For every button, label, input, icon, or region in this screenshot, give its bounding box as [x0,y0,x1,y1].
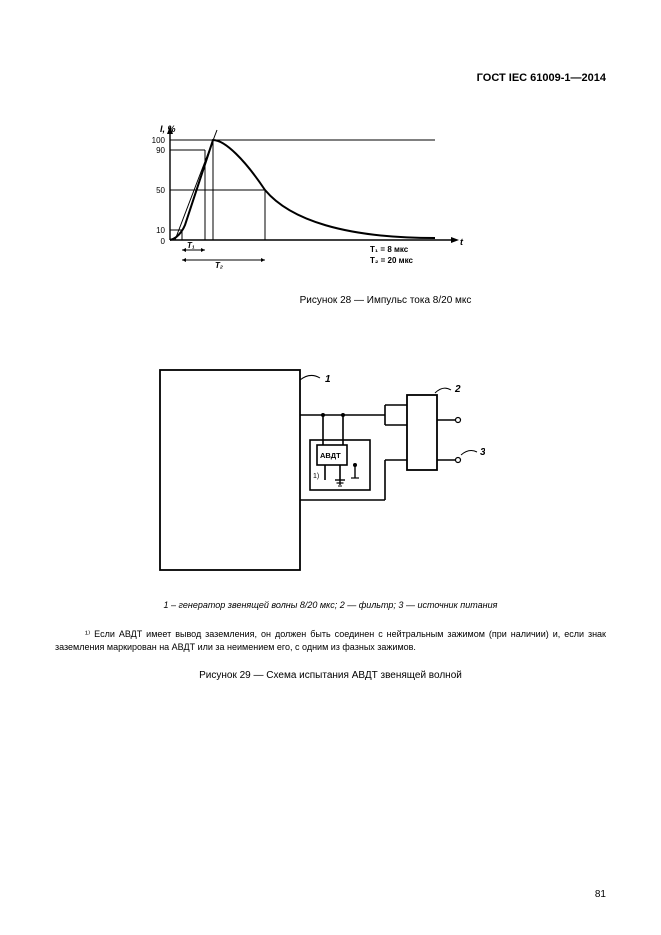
page: ГОСТ IEC 61009-1—2014 I, % 0 10 50 90 10… [0,0,661,935]
ytick-0: 0 [161,237,166,246]
ytick-100: 100 [152,136,166,145]
header-standard: ГОСТ IEC 61009-1—2014 [477,72,606,84]
figure-29-legend: 1 – генератор звенящей волны 8/20 мкс; 2… [55,600,606,610]
block3-label: 3 [480,447,485,458]
annotation-t2: T₂ = 20 мкс [370,256,413,265]
yaxis-label: I, % [160,124,176,134]
ytick-50: 50 [156,186,165,195]
figure-29-circuit-diagram: 1 2 3 [155,360,485,580]
device-footnote: 1) [313,473,319,480]
figure-29-caption: Рисунок 29 — Схема испытания АВДТ звенящ… [55,670,606,681]
block2-label: 2 [454,384,461,395]
t2-bracket-label: T₂ [215,261,223,270]
device-label: АВДТ [320,451,341,460]
xaxis-label: t [460,237,464,247]
annotation-t1: T₁ = 8 мкс [370,245,409,254]
figure-28-caption: Рисунок 28 — Импульс тока 8/20 мкс [55,295,661,306]
ytick-10: 10 [156,226,165,235]
figure-29-note: ¹⁾ Если АВДТ имеет вывод заземления, он … [55,628,606,654]
block1-label: 1 [325,374,331,385]
page-number: 81 [595,889,606,900]
ytick-90: 90 [156,146,165,155]
figure-28-impulse-chart: I, % 0 10 50 90 100 T₁ T₂ [145,120,475,270]
t1-bracket-label: T₁ [187,241,195,250]
